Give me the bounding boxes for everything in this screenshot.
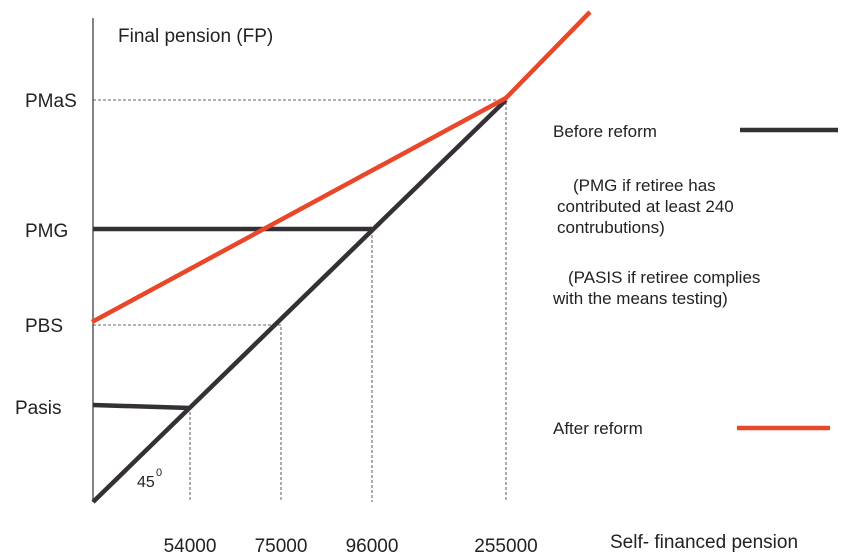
- y-label: PBS: [25, 316, 63, 337]
- legend-note: contrubutions): [557, 218, 665, 237]
- x-label: 75000: [255, 536, 308, 552]
- y-label: Pasis: [15, 398, 61, 419]
- x-label: 96000: [346, 536, 399, 552]
- legend-note: (PMG if retiree has: [573, 176, 716, 195]
- y-axis-label: Final pension (FP): [118, 26, 273, 47]
- angle-label: 45: [137, 474, 155, 491]
- legend-label: After reform: [553, 419, 643, 438]
- pasis-line: [92, 402, 191, 411]
- guide-pbs: [93, 324, 282, 502]
- legend-note: with the means testing): [552, 289, 728, 308]
- before-reform-line: [91, 98, 508, 504]
- x-axis-label: Self- financed pension: [610, 532, 798, 552]
- y-label: PMaS: [25, 91, 77, 112]
- legend-note: contributed at least 240: [557, 197, 734, 216]
- after-reform-line: [90, 10, 592, 324]
- y-label: PMG: [25, 221, 68, 242]
- legend-label: Before reform: [553, 122, 657, 141]
- angle-sup: 0: [156, 467, 162, 479]
- x-label: 54000: [164, 536, 217, 552]
- legend-note: (PASIS if retiree complies: [568, 268, 760, 287]
- x-label: 255000: [474, 536, 537, 552]
